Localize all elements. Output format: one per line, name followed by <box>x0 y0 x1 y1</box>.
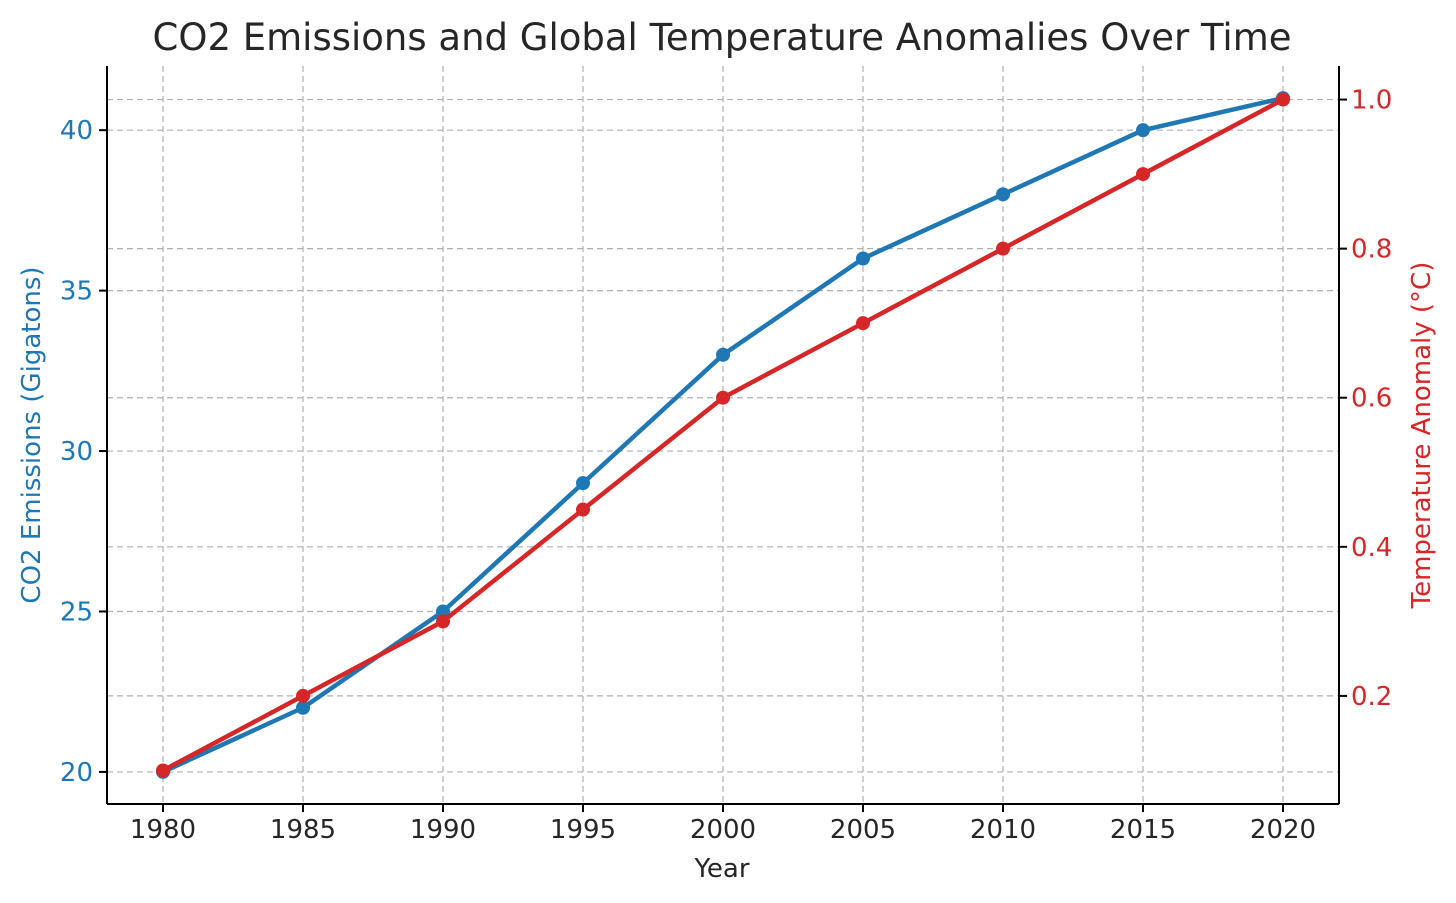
chart-title: CO2 Emissions and Global Temperature Ano… <box>153 16 1292 59</box>
series-co2-emissions <box>156 91 1290 779</box>
left-tick-label: 20 <box>60 758 93 788</box>
data-point <box>1276 92 1290 107</box>
left-tick-label: 30 <box>60 437 93 467</box>
data-point <box>296 700 310 715</box>
x-tick-label: 1980 <box>130 815 196 845</box>
x-axis-label: Year <box>693 854 749 884</box>
x-tick-label: 1995 <box>550 815 616 845</box>
data-point <box>856 316 870 331</box>
left-tick-label: 40 <box>60 116 93 146</box>
data-point <box>716 390 730 405</box>
data-point <box>436 604 450 619</box>
x-tick-label: 1990 <box>410 815 476 845</box>
series-temperature-anomaly <box>156 92 1290 778</box>
x-tick-label: 2020 <box>1250 815 1316 845</box>
series-layer <box>156 91 1290 779</box>
x-tick-label: 1985 <box>270 815 336 845</box>
x-tick-label: 2010 <box>970 815 1036 845</box>
data-point <box>856 251 870 266</box>
data-point <box>1136 123 1150 138</box>
right-axis-label: Temperature Anomaly (°C) <box>1407 262 1437 610</box>
data-point <box>716 347 730 362</box>
x-tick-label: 2005 <box>830 815 896 845</box>
data-point <box>1136 167 1150 182</box>
x-tick-label: 2015 <box>1110 815 1176 845</box>
data-point <box>296 688 310 703</box>
left-tick-label: 25 <box>60 597 93 627</box>
tick-labels: 1980 1985 1990 1995 2000 2005 2010 2015 20202025… <box>60 86 1392 845</box>
left-tick-label: 35 <box>60 277 93 307</box>
left-axis-label: CO2 Emissions (Gigatons) <box>17 266 47 603</box>
grid-lines <box>107 66 1339 804</box>
right-tick-label: 1.0 <box>1351 86 1392 116</box>
data-point <box>576 476 590 491</box>
x-tick-label: 2000 <box>690 815 756 845</box>
data-point <box>156 763 170 778</box>
right-tick-label: 0.8 <box>1351 235 1392 265</box>
data-point <box>576 502 590 517</box>
data-point <box>996 241 1010 256</box>
right-tick-label: 0.4 <box>1351 533 1392 563</box>
right-tick-label: 0.6 <box>1351 384 1392 414</box>
right-tick-label: 0.2 <box>1351 682 1392 712</box>
data-point <box>996 187 1010 202</box>
data-point <box>436 614 450 629</box>
